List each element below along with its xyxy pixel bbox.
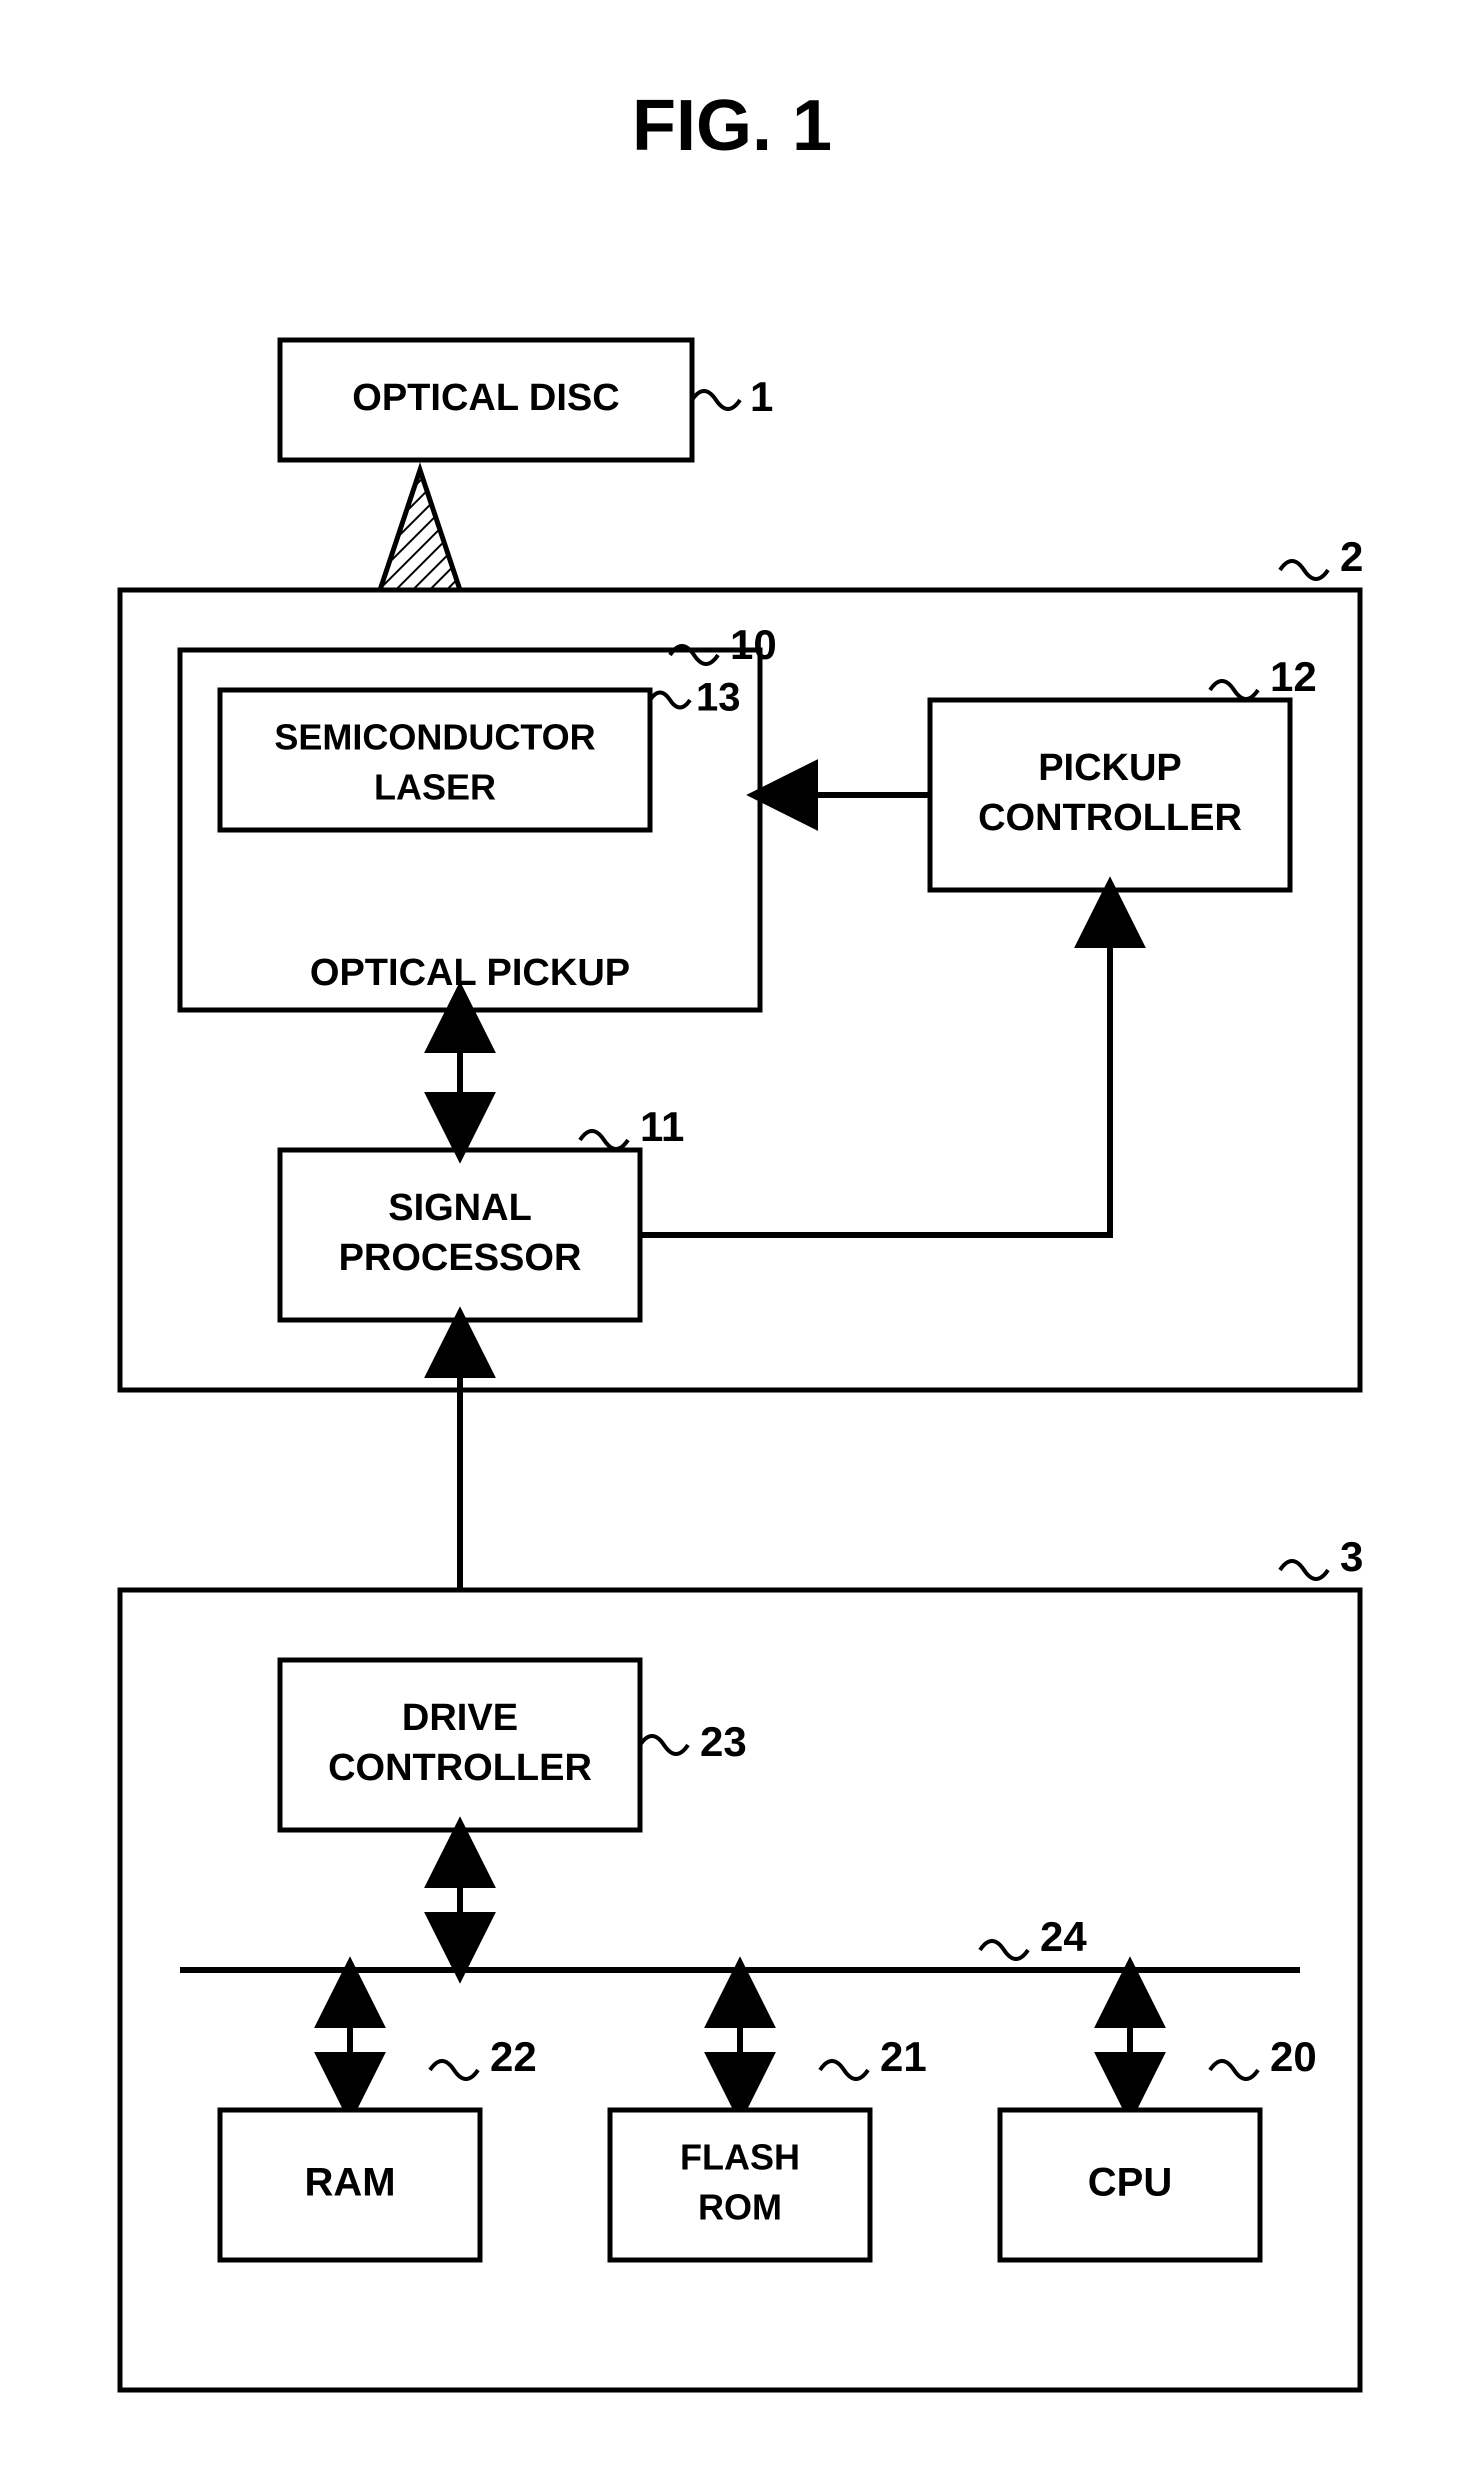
figure-title: FIG. 1 <box>632 86 832 166</box>
leadline-1 <box>692 391 740 409</box>
semiconductor-laser-num: 13 <box>696 676 741 720</box>
pickup-controller-line1: PICKUP <box>1038 747 1182 789</box>
drive-controller-line1: DRIVE <box>402 1697 518 1739</box>
optical-pickup-num: 10 <box>730 621 777 668</box>
ram-label: RAM <box>304 2161 395 2205</box>
figure-canvas: FIG. 1 OPTICAL DISC 1 2 OPTICAL PICKUP 1… <box>0 0 1465 2489</box>
pickup-controller-line2: CONTROLLER <box>978 797 1242 839</box>
optical-disc-block: OPTICAL DISC 1 <box>280 340 773 460</box>
signal-processor-line2: PROCESSOR <box>339 1237 582 1279</box>
semiconductor-laser-line2: LASER <box>374 767 496 808</box>
signal-processor-num: 11 <box>640 1103 684 1150</box>
signal-processor-line1: SIGNAL <box>388 1187 532 1229</box>
beam-triangle <box>380 470 460 590</box>
leadline-3 <box>1280 1561 1328 1579</box>
drive-controller-num: 23 <box>700 1718 747 1765</box>
optical-disc-num: 1 <box>750 373 773 420</box>
optical-disc-label: OPTICAL DISC <box>352 377 619 419</box>
ram-num: 22 <box>490 2033 537 2080</box>
drive-controller-line2: CONTROLLER <box>328 1747 592 1789</box>
group-3-num: 3 <box>1340 1533 1363 1580</box>
optical-pickup-label: OPTICAL PICKUP <box>310 952 630 994</box>
group-2-num: 2 <box>1340 533 1363 580</box>
flash-num: 21 <box>880 2033 927 2080</box>
leadline-2 <box>1280 561 1328 579</box>
semiconductor-laser-line1: SEMICONDUCTOR <box>274 717 595 758</box>
flash-line1: FLASH <box>680 2137 800 2178</box>
flash-line2: ROM <box>698 2187 782 2228</box>
bus-num: 24 <box>1040 1913 1087 1960</box>
cpu-num: 20 <box>1270 2033 1317 2080</box>
cpu-label: CPU <box>1088 2161 1172 2205</box>
pickup-controller-num: 12 <box>1270 653 1317 700</box>
